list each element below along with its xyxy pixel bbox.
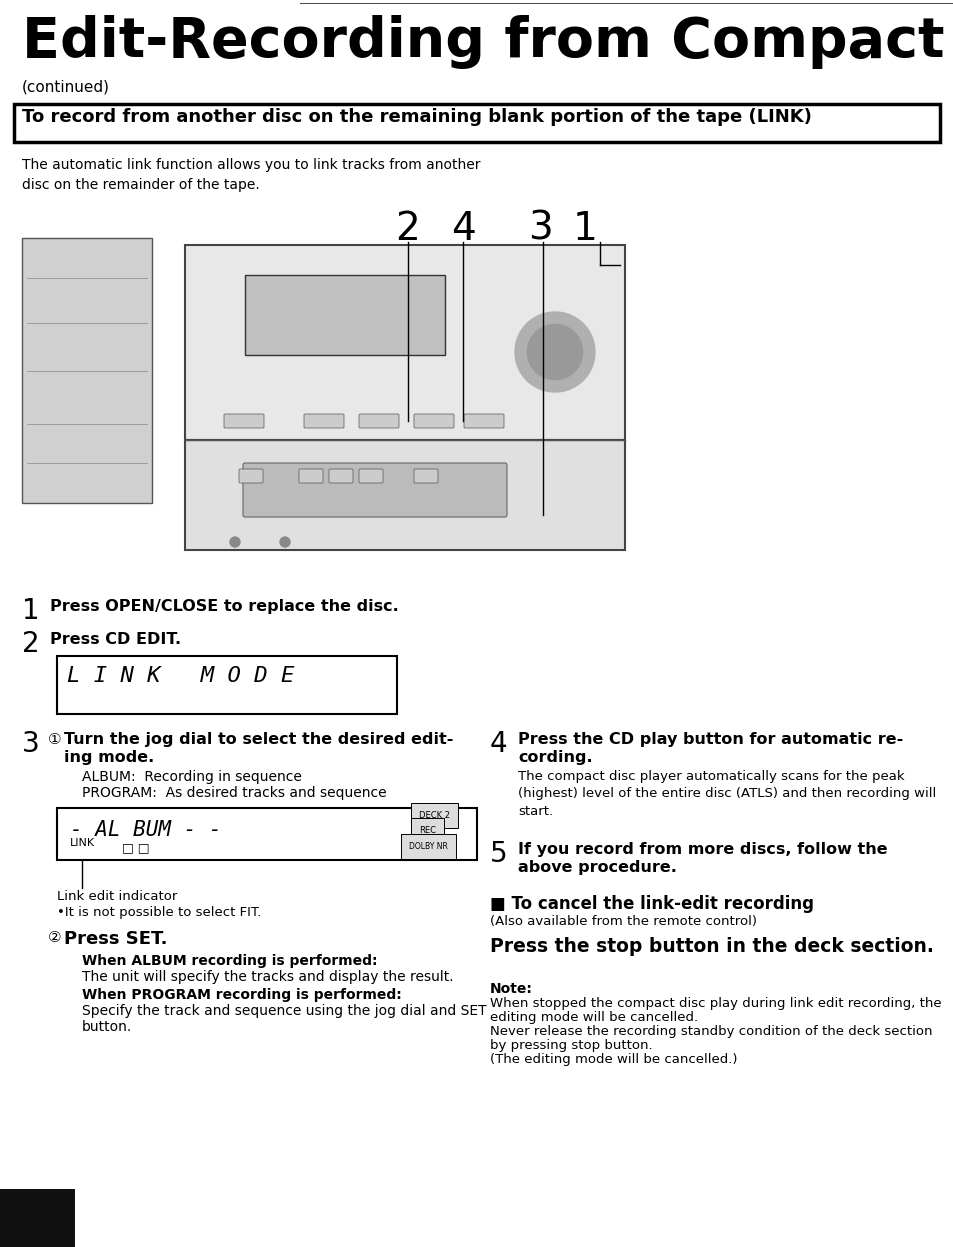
Text: If you record from more discs, follow the: If you record from more discs, follow th…	[517, 842, 886, 857]
Text: □ □: □ □	[122, 840, 150, 854]
Bar	[185, 244, 624, 440]
Bar	[245, 276, 444, 355]
Text: Press OPEN/CLOSE to replace the disc.: Press OPEN/CLOSE to replace the disc.	[50, 599, 398, 614]
Text: L I N K   M O D E: L I N K M O D E	[67, 666, 294, 686]
Text: When ALBUM recording is performed:: When ALBUM recording is performed:	[82, 954, 377, 968]
FancyBboxPatch shape	[298, 469, 323, 483]
Text: When stopped the compact disc play during link edit recording, the: When stopped the compact disc play durin…	[490, 998, 941, 1010]
Text: The automatic link function allows you to link tracks from another
disc on the r: The automatic link function allows you t…	[22, 158, 480, 192]
Bar	[185, 440, 624, 550]
Text: (Also available from the remote control): (Also available from the remote control)	[490, 915, 757, 928]
Bar	[57, 656, 396, 715]
FancyBboxPatch shape	[304, 414, 344, 428]
Text: 3: 3	[527, 209, 552, 248]
Text: Never release the recording standby condition of the deck section: Never release the recording standby cond…	[490, 1025, 931, 1038]
Text: When PROGRAM recording is performed:: When PROGRAM recording is performed:	[82, 988, 401, 1003]
Text: (continued): (continued)	[22, 80, 110, 95]
Text: Press CD EDIT.: Press CD EDIT.	[50, 632, 181, 647]
Circle shape	[230, 537, 240, 547]
FancyBboxPatch shape	[243, 463, 506, 518]
FancyBboxPatch shape	[239, 469, 263, 483]
Text: Link edit indicator: Link edit indicator	[57, 890, 177, 903]
Text: - AL BUM - -: - AL BUM - -	[70, 821, 221, 840]
Text: 5: 5	[490, 840, 507, 868]
Text: 3: 3	[22, 729, 40, 758]
Circle shape	[280, 537, 290, 547]
Text: Note:: Note:	[490, 981, 533, 996]
Text: button.: button.	[82, 1020, 132, 1034]
Text: ALBUM:  Recording in sequence: ALBUM: Recording in sequence	[82, 769, 301, 784]
Text: ing mode.: ing mode.	[64, 749, 154, 764]
Text: The compact disc player automatically scans for the peak
(highest) level of the : The compact disc player automatically sc…	[517, 769, 935, 818]
Text: by pressing stop button.: by pressing stop button.	[490, 1039, 652, 1052]
Text: ②: ②	[48, 930, 62, 945]
Text: editing mode will be cancelled.: editing mode will be cancelled.	[490, 1011, 698, 1024]
FancyBboxPatch shape	[414, 414, 454, 428]
Text: DECK 2: DECK 2	[418, 811, 450, 821]
Text: REC: REC	[418, 826, 436, 835]
Text: ■ To cancel the link-edit recording: ■ To cancel the link-edit recording	[490, 895, 813, 913]
Text: 4: 4	[490, 729, 507, 758]
FancyBboxPatch shape	[329, 469, 353, 483]
Text: 1: 1	[22, 597, 40, 625]
FancyBboxPatch shape	[414, 469, 437, 483]
FancyBboxPatch shape	[224, 414, 264, 428]
FancyBboxPatch shape	[463, 414, 503, 428]
Text: DOLBY NR: DOLBY NR	[409, 842, 447, 850]
Text: 2: 2	[22, 630, 40, 658]
Text: Press SET.: Press SET.	[64, 930, 168, 948]
FancyBboxPatch shape	[358, 414, 398, 428]
Text: cording.: cording.	[517, 749, 592, 764]
Circle shape	[515, 312, 595, 392]
Text: Press the stop button in the deck section.: Press the stop button in the deck sectio…	[490, 936, 933, 956]
Text: To record from another disc on the remaining blank portion of the tape (LINK): To record from another disc on the remai…	[22, 108, 811, 126]
Text: 1: 1	[572, 209, 597, 248]
Text: 2: 2	[395, 209, 420, 248]
Circle shape	[526, 324, 582, 380]
Bar	[0, 1188, 75, 1247]
Text: Press the CD play button for automatic re-: Press the CD play button for automatic r…	[517, 732, 902, 747]
Text: The unit will specify the tracks and display the result.: The unit will specify the tracks and dis…	[82, 970, 453, 984]
Text: •It is not possible to select FIT.: •It is not possible to select FIT.	[57, 907, 261, 919]
Text: above procedure.: above procedure.	[517, 860, 677, 875]
Text: Specify the track and sequence using the jog dial and SET: Specify the track and sequence using the…	[82, 1004, 486, 1018]
Text: PROGRAM:  As desired tracks and sequence: PROGRAM: As desired tracks and sequence	[82, 786, 386, 801]
FancyBboxPatch shape	[358, 469, 382, 483]
Text: Edit-Recording from Compact Discs: Edit-Recording from Compact Discs	[22, 15, 953, 69]
Text: (The editing mode will be cancelled.): (The editing mode will be cancelled.)	[490, 1052, 737, 1066]
Bar	[22, 238, 152, 503]
Bar	[57, 808, 476, 860]
Text: Turn the jog dial to select the desired edit-: Turn the jog dial to select the desired …	[64, 732, 453, 747]
Text: ①: ①	[48, 732, 62, 747]
Text: 4: 4	[450, 209, 475, 248]
Text: LINK: LINK	[70, 838, 95, 848]
Bar	[14, 104, 939, 142]
